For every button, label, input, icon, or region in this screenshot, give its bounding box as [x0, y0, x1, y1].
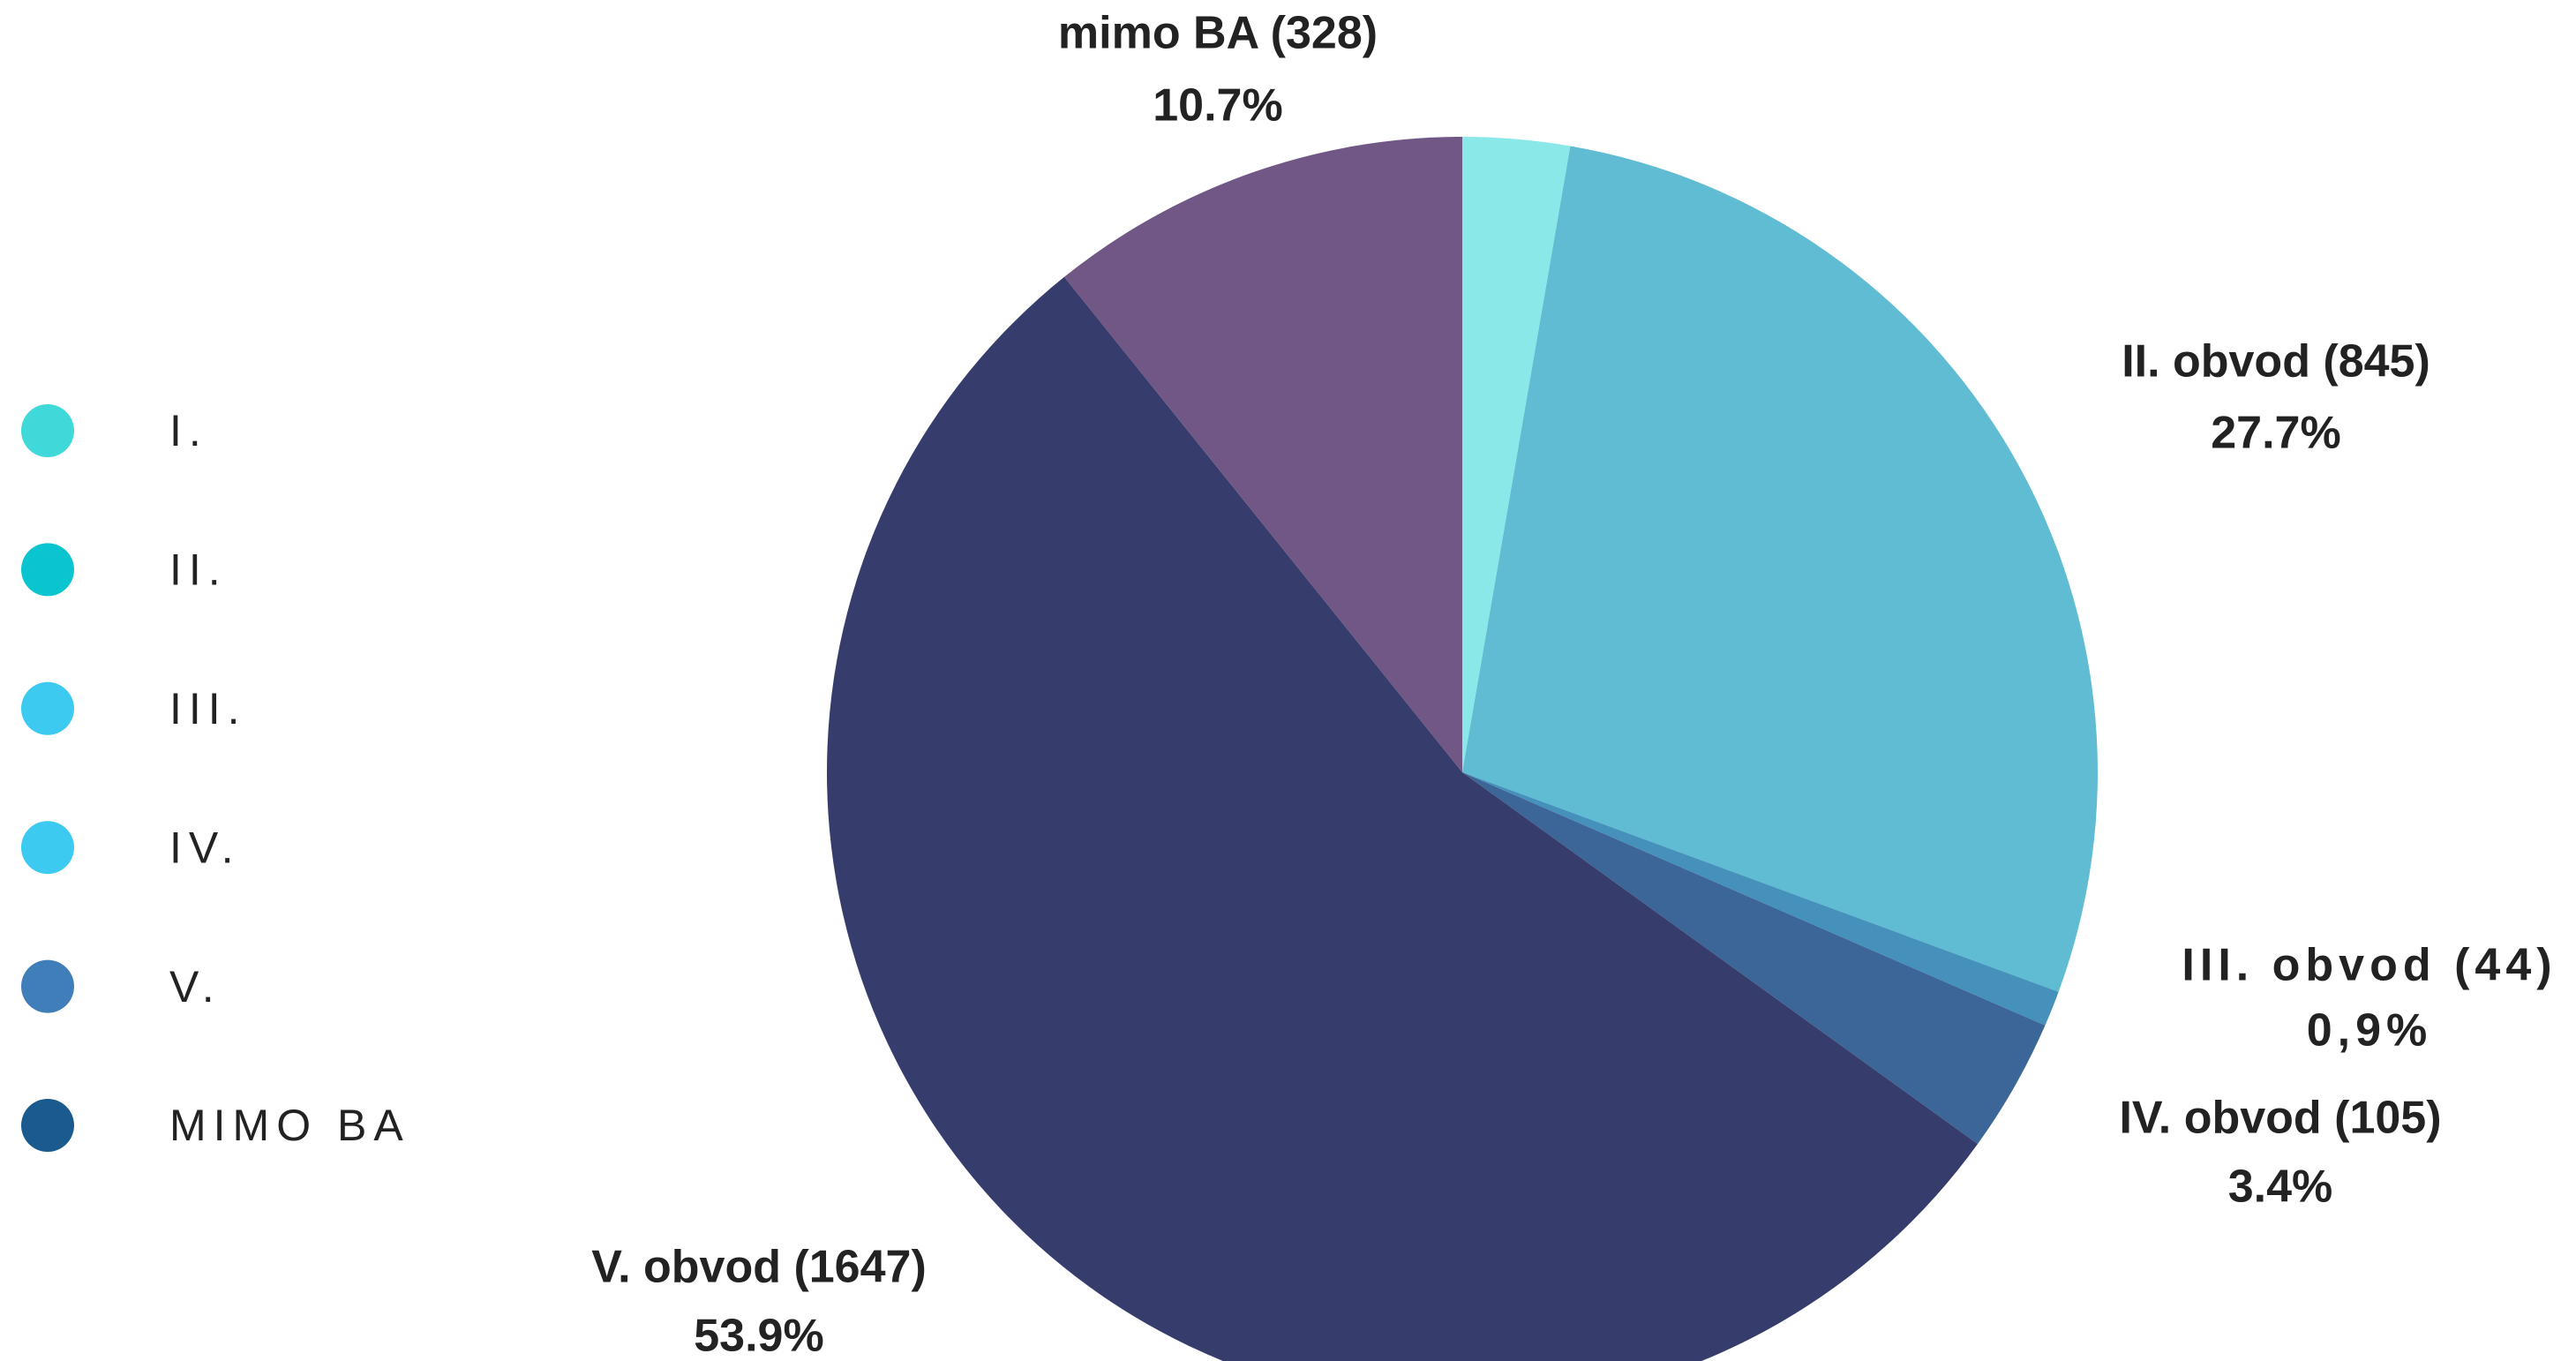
pie-slice [1063, 137, 1462, 772]
slice-label: II. obvod (845) [2122, 336, 2430, 387]
legend-label: III. [169, 684, 247, 733]
slice-label: III. obvod (44) [2182, 940, 2557, 991]
legend-swatch [21, 1099, 74, 1152]
slice-label: V. obvod (1647) [591, 1242, 927, 1293]
slice-value-label: 0,9% [2307, 1005, 2433, 1056]
slice-value-label: 27.7% [2211, 408, 2340, 459]
legend-label: II. [169, 545, 228, 595]
legend-swatch [21, 543, 74, 597]
legend-label: IV. [169, 823, 241, 872]
pie-slice [1462, 146, 2098, 992]
slice-value-label: 53.9% [694, 1311, 823, 1361]
legend-swatch [21, 959, 74, 1013]
slice-value-label: 3.4% [2228, 1162, 2333, 1213]
legend-swatch [21, 681, 74, 735]
legend-label: I. [169, 406, 208, 455]
pie-slice [1462, 772, 2046, 1145]
pie-slice [1462, 772, 2059, 1026]
legend-swatch [21, 821, 74, 875]
legend-label: V. [169, 962, 222, 1011]
slice-value-label: 10.7% [1153, 80, 1282, 132]
slice-label: mimo BA (328) [1058, 8, 1378, 59]
slice-label: IV. obvod (105) [2119, 1093, 2441, 1144]
legend-label: MIMO BA [169, 1101, 410, 1150]
legend-swatch [21, 404, 74, 457]
pie-slice [827, 276, 1978, 1361]
pie-slice [1462, 137, 1571, 772]
